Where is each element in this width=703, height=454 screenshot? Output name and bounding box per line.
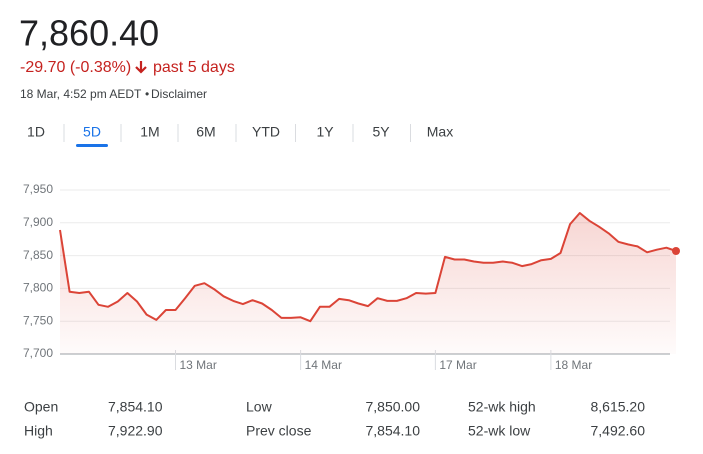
stat-label: Low [246, 399, 273, 415]
bullet: • [145, 87, 149, 101]
change: -29.70 (-0.38%) [20, 59, 131, 76]
stat-value: 7,854.10 [108, 399, 163, 415]
stat-label: High [24, 423, 53, 439]
chart: 7,700 7,750 7,800 7,850 7,900 7,950 13 Mar 14 M… [23, 182, 680, 372]
price: 7,860.40 [19, 13, 159, 54]
tab[interactable]: 5D [83, 124, 101, 140]
y-tick-label: 7,850 [23, 248, 53, 262]
y-tick-label: 7,700 [23, 346, 53, 360]
stat-label: Open [24, 399, 58, 415]
tabs: 1D 5D 1M 6M YTD 1Y 5Y Max [27, 124, 453, 147]
tab[interactable]: 6M [196, 124, 215, 140]
tab[interactable]: Max [427, 124, 453, 140]
stat-label: 52-wk low [468, 423, 531, 439]
tab[interactable]: 1Y [316, 124, 334, 140]
stat-label: Prev close [246, 423, 312, 439]
disclaimer[interactable]: Disclaimer [151, 87, 207, 101]
y-tick-label: 7,800 [23, 281, 53, 295]
x-tick-label: 14 Mar [305, 358, 342, 372]
last-point [672, 247, 680, 256]
y-tick-label: 7,750 [23, 313, 53, 327]
x-tick-label: 17 Mar [439, 358, 476, 372]
x-tick-label: 13 Mar [180, 358, 217, 372]
tab[interactable]: 1D [27, 124, 45, 140]
x-tick-label: 18 Mar [555, 358, 592, 372]
timestamp: 18 Mar, 4:52 pm AEDT [20, 87, 142, 101]
stat-value: 7,922.90 [108, 423, 163, 439]
down-arrow [135, 61, 147, 74]
y-tick-label: 7,950 [23, 182, 53, 196]
tab[interactable]: 5Y [372, 124, 390, 140]
area [60, 213, 676, 354]
tab-underline [76, 144, 108, 147]
period: past 5 days [153, 59, 235, 76]
tab[interactable]: 1M [140, 124, 159, 140]
stat-label: 52-wk high [468, 399, 536, 415]
stat-value: 8,615.20 [591, 399, 646, 415]
stat-value: 7,850.00 [366, 399, 421, 415]
stats: Open 7,854.10 Low 7,850.00 52-wk high 8,615.2… [24, 399, 645, 439]
tab[interactable]: YTD [252, 124, 280, 140]
y-tick-label: 7,900 [23, 215, 53, 229]
stat-value: 7,492.60 [591, 423, 646, 439]
stat-value: 7,854.10 [366, 423, 421, 439]
line [59, 212, 677, 323]
